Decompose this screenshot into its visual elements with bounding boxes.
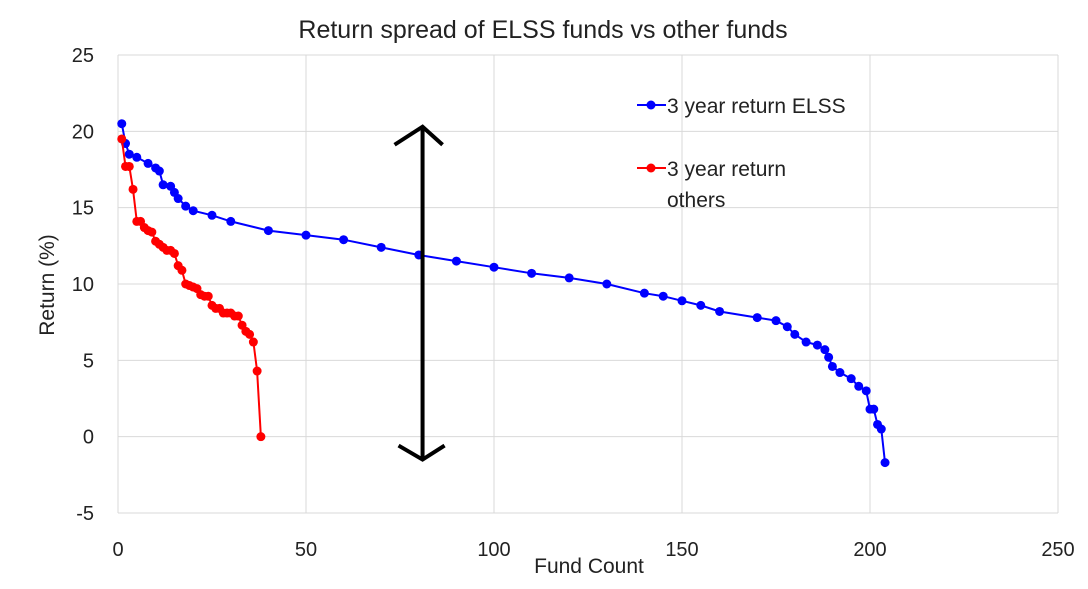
y-tick-label: 15 — [72, 198, 94, 220]
data-point — [451, 256, 461, 266]
data-point — [233, 311, 243, 321]
x-axis-label: Fund Count — [534, 555, 644, 578]
data-point — [602, 279, 612, 289]
series-lines — [117, 119, 890, 468]
data-point — [869, 404, 879, 414]
y-tick-label: 10 — [72, 274, 94, 296]
data-point — [173, 194, 183, 204]
legend-swatch-marker — [646, 100, 656, 110]
data-point — [252, 366, 262, 376]
data-point — [820, 345, 830, 355]
data-point — [203, 291, 213, 301]
data-point — [880, 458, 890, 468]
data-point — [639, 288, 649, 298]
data-point — [117, 119, 127, 129]
data-point — [245, 329, 255, 339]
arrow-head-top — [393, 124, 444, 147]
y-tick-label: 25 — [72, 45, 94, 67]
data-point — [158, 180, 168, 190]
data-point — [801, 337, 811, 347]
data-point — [696, 300, 706, 310]
arrow-head-bottom — [397, 443, 446, 462]
legend-swatch-marker — [646, 163, 656, 173]
data-point — [861, 386, 871, 396]
data-point — [790, 329, 800, 339]
x-tick-label: 50 — [295, 539, 317, 561]
data-point — [181, 201, 191, 211]
data-point — [846, 374, 856, 384]
data-point — [876, 424, 886, 434]
data-point — [177, 265, 187, 275]
x-tick-label: 0 — [112, 539, 123, 561]
data-point — [147, 227, 157, 237]
data-point — [248, 337, 258, 347]
data-point — [339, 235, 349, 245]
data-point — [824, 352, 834, 362]
spread-arrow — [393, 124, 446, 462]
data-point — [226, 216, 236, 226]
data-point — [658, 291, 668, 301]
series-others — [117, 134, 266, 442]
data-point — [301, 230, 311, 240]
data-point — [143, 158, 153, 168]
legend-label: 3 year return others — [667, 158, 786, 212]
y-tick-label: 5 — [83, 350, 94, 372]
data-point — [128, 184, 138, 194]
data-point — [715, 306, 725, 316]
data-point — [771, 316, 781, 326]
series-elss — [117, 119, 890, 468]
data-point — [169, 248, 179, 258]
y-tick-label: 20 — [72, 121, 94, 143]
y-axis-label: Return (%) — [36, 234, 59, 336]
data-point — [489, 262, 499, 272]
data-point — [263, 226, 273, 236]
data-point — [564, 273, 574, 283]
data-point — [854, 381, 864, 391]
chart-title: Return spread of ELSS funds vs other fun… — [298, 16, 787, 44]
data-point — [782, 322, 792, 332]
data-point — [188, 206, 198, 216]
legend-item-elss: 3 year return ELSS — [637, 95, 846, 118]
legend: 3 year return ELSS 3 year return others — [637, 95, 846, 212]
x-tick-label: 150 — [665, 539, 698, 561]
data-point — [527, 268, 537, 278]
data-point — [812, 340, 822, 350]
grid-lines — [117, 54, 1059, 514]
y-tick-label: 0 — [83, 427, 94, 449]
data-point — [256, 432, 266, 442]
x-tick-label: 250 — [1041, 539, 1074, 561]
x-tick-label: 100 — [477, 539, 510, 561]
legend-label: 3 year return ELSS — [667, 95, 846, 118]
data-point — [117, 134, 127, 144]
data-point — [677, 296, 687, 306]
data-point — [124, 149, 134, 159]
data-point — [132, 152, 142, 162]
data-point — [376, 242, 386, 252]
data-point — [835, 368, 845, 378]
data-point — [207, 210, 217, 220]
data-point — [752, 313, 762, 323]
y-tick-label: -5 — [76, 503, 94, 525]
data-point — [827, 361, 837, 371]
data-point — [124, 161, 134, 171]
data-point — [154, 166, 164, 176]
x-tick-label: 200 — [853, 539, 886, 561]
legend-item-others: 3 year return others — [637, 158, 786, 212]
